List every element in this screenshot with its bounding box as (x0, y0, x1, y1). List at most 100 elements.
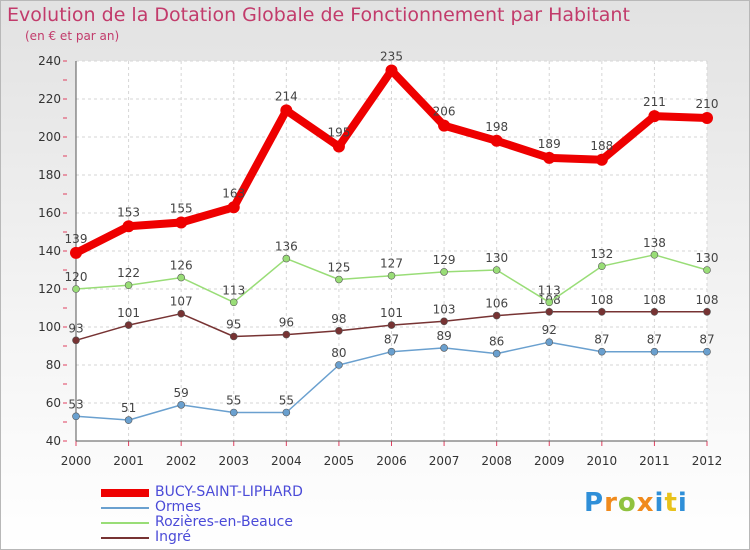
data-label: 120 (65, 270, 88, 284)
data-point (282, 408, 291, 417)
data-label: 126 (170, 259, 193, 273)
data-point (492, 349, 501, 358)
legend-swatch (101, 522, 149, 524)
data-point (650, 307, 659, 316)
data-label: 130 (696, 251, 719, 265)
y-tick-label: 220 (38, 92, 61, 106)
x-tick-label: 2002 (166, 454, 197, 468)
data-label: 87 (384, 333, 399, 347)
data-point (543, 151, 556, 164)
data-label: 89 (436, 329, 451, 343)
data-label: 108 (590, 293, 613, 307)
data-label: 107 (170, 295, 193, 309)
data-label: 188 (590, 139, 613, 153)
data-point (703, 347, 711, 356)
chart-subtitle: (en € et par an) (25, 29, 120, 43)
data-point (650, 347, 659, 356)
data-label: 155 (170, 202, 193, 216)
data-point (72, 412, 80, 421)
legend-label: BUCY-SAINT-LIPHARD (155, 484, 303, 500)
data-point (440, 268, 448, 276)
data-label: 189 (538, 137, 561, 151)
data-label: 132 (590, 247, 613, 261)
data-label: 53 (68, 397, 83, 411)
data-label: 138 (643, 236, 666, 250)
y-tick-label: 40 (46, 434, 61, 448)
data-point (124, 321, 133, 329)
data-point (335, 275, 343, 284)
data-label: 130 (485, 251, 508, 265)
data-point (227, 201, 240, 214)
data-point (177, 273, 185, 282)
data-point (545, 307, 554, 316)
data-label: 214 (275, 89, 298, 103)
x-tick-label: 2001 (113, 454, 144, 468)
legend-label: Rozières-en-Beauce (155, 514, 293, 530)
data-point (177, 401, 185, 409)
data-label: 95 (226, 318, 241, 332)
data-label: 122 (117, 266, 140, 280)
data-point (598, 262, 606, 271)
y-tick-label: 80 (46, 358, 61, 372)
data-point (335, 326, 343, 335)
proxiti-logo: Proxiti (584, 488, 688, 518)
data-point (595, 153, 608, 166)
legend-swatch (101, 507, 149, 509)
data-point (650, 251, 659, 259)
chart-title: Evolution de la Dotation Globale de Fonc… (7, 4, 630, 26)
data-point (282, 330, 291, 339)
data-label: 87 (647, 333, 662, 347)
y-tick-label: 140 (38, 244, 61, 258)
data-label: 59 (174, 386, 189, 400)
data-point (175, 216, 188, 229)
data-point (492, 266, 501, 274)
x-tick-label: 2010 (587, 454, 618, 468)
x-tick-label: 2007 (429, 454, 460, 468)
y-tick-label: 60 (46, 396, 61, 410)
data-point (229, 332, 238, 341)
legend-swatch (101, 489, 149, 497)
legend-label: Ingré (155, 529, 191, 545)
data-label: 153 (117, 205, 140, 219)
x-tick-label: 2008 (481, 454, 512, 468)
data-point (229, 408, 238, 417)
x-tick-label: 2004 (271, 454, 302, 468)
data-point (124, 281, 133, 290)
data-point (703, 307, 711, 316)
data-point (122, 220, 135, 233)
data-point (280, 104, 293, 117)
data-point (440, 317, 448, 326)
data-point (598, 307, 606, 316)
data-label: 80 (331, 346, 346, 360)
logo-letter: x (636, 488, 655, 518)
data-point (335, 361, 343, 369)
x-tick-label: 2005 (324, 454, 355, 468)
plot-area (76, 61, 707, 441)
data-label: 125 (327, 261, 350, 275)
data-label: 113 (222, 283, 245, 297)
y-tick-label: 160 (38, 206, 61, 220)
x-tick-label: 2009 (534, 454, 565, 468)
data-point (282, 254, 291, 263)
data-point (492, 311, 501, 320)
data-label: 163 (222, 186, 245, 200)
data-point (229, 298, 238, 307)
data-label: 195 (327, 126, 350, 140)
data-label: 211 (643, 95, 666, 109)
x-tick-label: 2000 (61, 454, 92, 468)
data-label: 55 (279, 394, 294, 408)
legend-label: Ormes (155, 499, 202, 515)
data-point (440, 344, 448, 352)
data-label: 127 (380, 257, 403, 271)
data-label: 96 (279, 316, 294, 330)
data-point (387, 321, 396, 329)
data-label: 93 (68, 321, 83, 335)
data-label: 86 (489, 335, 504, 349)
y-tick-label: 100 (38, 320, 61, 334)
logo-letter: i (654, 488, 665, 518)
data-point (598, 347, 606, 356)
x-tick-label: 2006 (376, 454, 407, 468)
data-point (332, 140, 345, 153)
